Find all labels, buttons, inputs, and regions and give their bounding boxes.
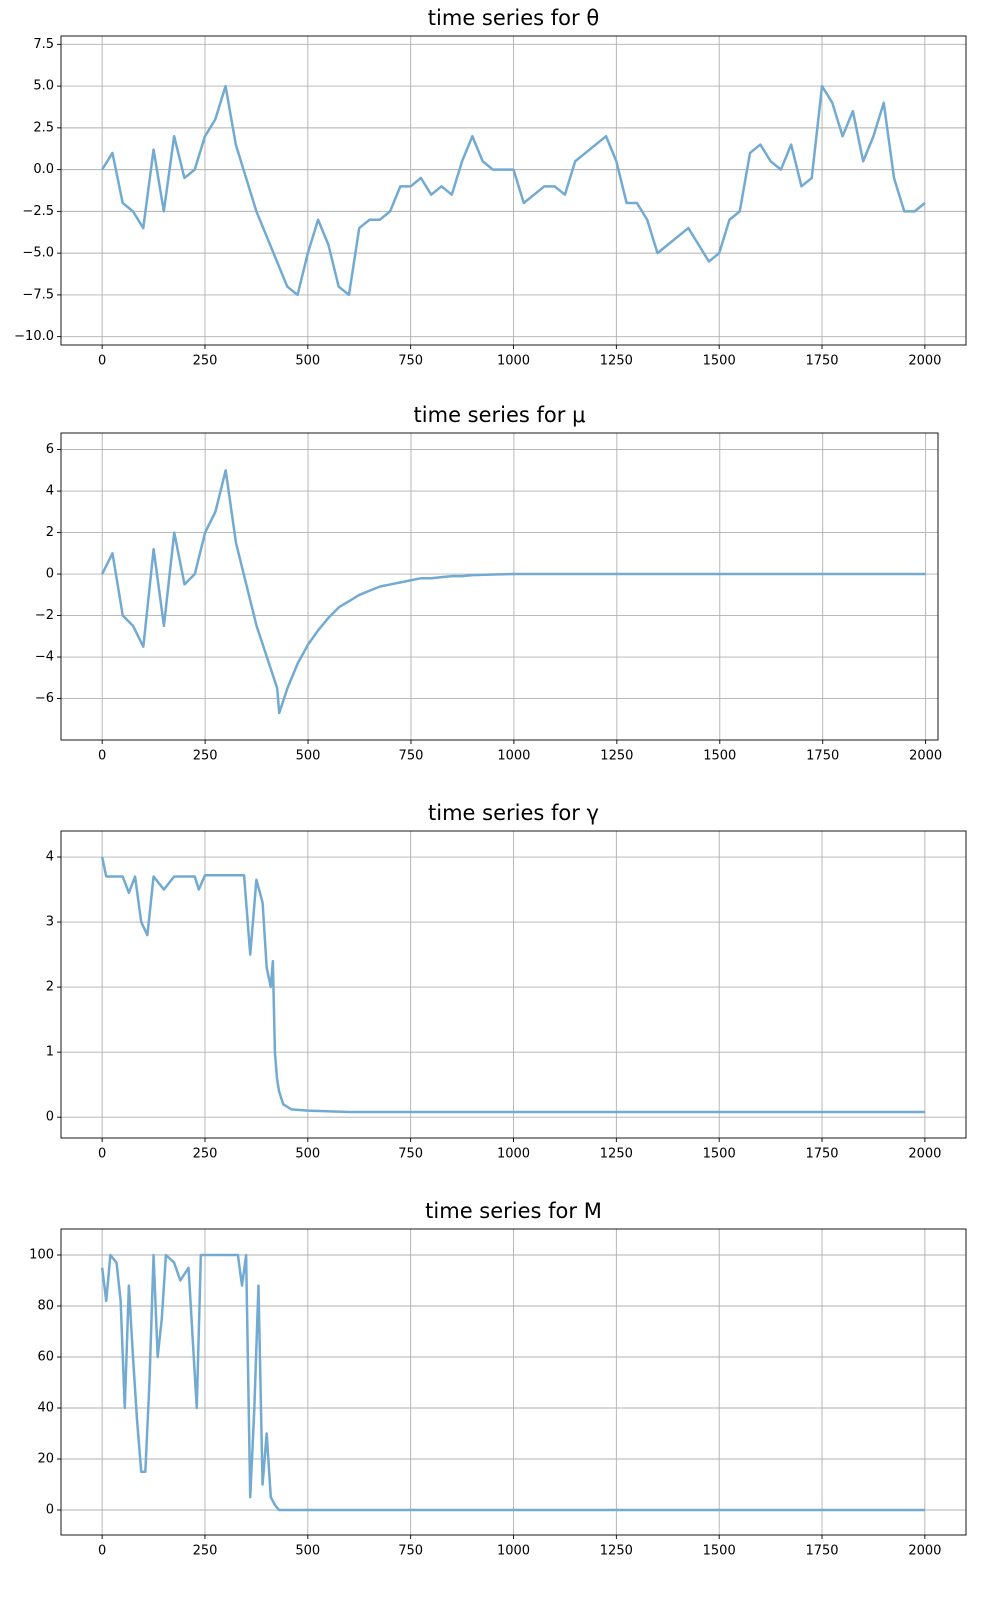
y-tick-label: 7.5 xyxy=(33,37,54,52)
y-tick-label: 0 xyxy=(46,1110,54,1125)
y-tick-label: 20 xyxy=(37,1452,54,1467)
x-tick-label: 1750 xyxy=(805,354,838,369)
x-tick-label: 250 xyxy=(193,1147,218,1162)
x-tick-label: 500 xyxy=(296,749,321,764)
y-tick-label: −4 xyxy=(35,650,54,665)
y-tick-label: 3 xyxy=(46,915,54,930)
subplot: 0 250 500 750 1000 1250 1500 1750 2000 −6 −4 −2 0 2 4 6… xyxy=(35,403,942,764)
chart-title: time series for γ xyxy=(428,801,599,825)
x-tick-label: 500 xyxy=(295,1544,320,1559)
y-tick-label: 40 xyxy=(37,1401,54,1416)
chart-title: time series for θ xyxy=(428,6,599,30)
data-line xyxy=(101,469,926,715)
y-tick-label: −6 xyxy=(35,691,54,706)
y-tick-label: 4 xyxy=(46,484,54,499)
x-tick-label: 750 xyxy=(398,354,423,369)
x-tick-label: 1000 xyxy=(497,1147,530,1162)
x-tick-label: 2000 xyxy=(908,1147,941,1162)
x-tick-label: 250 xyxy=(193,749,218,764)
x-tick-label: 1500 xyxy=(703,1544,736,1559)
x-tick-label: 1750 xyxy=(806,749,839,764)
y-tick-label: 5.0 xyxy=(33,79,54,94)
x-tick-label: 1250 xyxy=(600,1147,633,1162)
y-tick-label: 80 xyxy=(37,1299,54,1314)
axes-frame xyxy=(60,830,967,1139)
x-tick-label: 0 xyxy=(98,1544,106,1559)
x-tick-label: 500 xyxy=(295,354,320,369)
x-tick-label: 0 xyxy=(98,354,106,369)
y-tick-label: 2.5 xyxy=(33,120,54,135)
x-tick-label: 0 xyxy=(98,1147,106,1162)
x-tick-label: 1000 xyxy=(497,1544,530,1559)
y-tick-label: 60 xyxy=(37,1350,54,1365)
chart-title: time series for μ xyxy=(414,403,586,427)
x-tick-label: 250 xyxy=(193,354,218,369)
x-tick-label: 500 xyxy=(295,1147,320,1162)
x-tick-label: 1750 xyxy=(805,1544,838,1559)
data-line xyxy=(101,84,926,297)
data-line xyxy=(100,1253,925,1512)
x-tick-label: 2000 xyxy=(908,1544,941,1559)
y-tick-label: 0.0 xyxy=(33,162,54,177)
x-tick-label: 1250 xyxy=(600,354,633,369)
y-tick-label: 4 xyxy=(46,850,54,865)
y-tick-label: −7.5 xyxy=(22,287,54,302)
x-tick-label: 0 xyxy=(98,749,106,764)
data-line xyxy=(100,856,925,1114)
x-tick-label: 1750 xyxy=(805,1147,838,1162)
x-tick-label: 1500 xyxy=(703,749,736,764)
y-tick-label: 6 xyxy=(46,442,54,457)
y-tick-label: 100 xyxy=(29,1248,54,1263)
subplot: 0 250 500 750 1000 1250 1500 1750 2000 0 20 40 60 80 1… xyxy=(29,1199,967,1559)
subplot: 0 250 500 750 1000 1250 1500 1750 2000 0 1 2 3 4 time … xyxy=(46,801,967,1162)
y-tick-label: −2 xyxy=(35,608,54,623)
x-tick-label: 750 xyxy=(398,1544,423,1559)
x-tick-label: 1250 xyxy=(600,749,633,764)
x-tick-label: 1000 xyxy=(497,749,530,764)
x-tick-label: 1000 xyxy=(497,354,530,369)
x-tick-label: 1500 xyxy=(703,1147,736,1162)
y-tick-label: −10.0 xyxy=(14,329,54,344)
x-tick-label: 2000 xyxy=(908,354,941,369)
y-tick-label: −2.5 xyxy=(22,204,54,219)
y-tick-label: 1 xyxy=(46,1045,54,1060)
y-tick-label: 2 xyxy=(46,525,54,540)
x-tick-label: 1500 xyxy=(703,354,736,369)
y-tick-label: 0 xyxy=(46,1503,54,1518)
axes-frame xyxy=(60,1228,967,1536)
chart-title: time series for M xyxy=(425,1199,602,1223)
y-tick-label: 0 xyxy=(46,567,54,582)
x-tick-label: 250 xyxy=(193,1544,218,1559)
y-tick-label: 2 xyxy=(46,980,54,995)
x-tick-label: 750 xyxy=(398,1147,423,1162)
x-tick-label: 2000 xyxy=(909,749,942,764)
y-tick-label: −5.0 xyxy=(22,246,54,261)
axes-frame xyxy=(60,35,967,346)
x-tick-label: 1250 xyxy=(600,1544,633,1559)
x-tick-label: 750 xyxy=(399,749,424,764)
axes-frame xyxy=(60,432,939,741)
subplot: 0 250 500 750 1000 1250 1500 1750 2000 −10.0 −7.5 −… xyxy=(14,6,967,369)
